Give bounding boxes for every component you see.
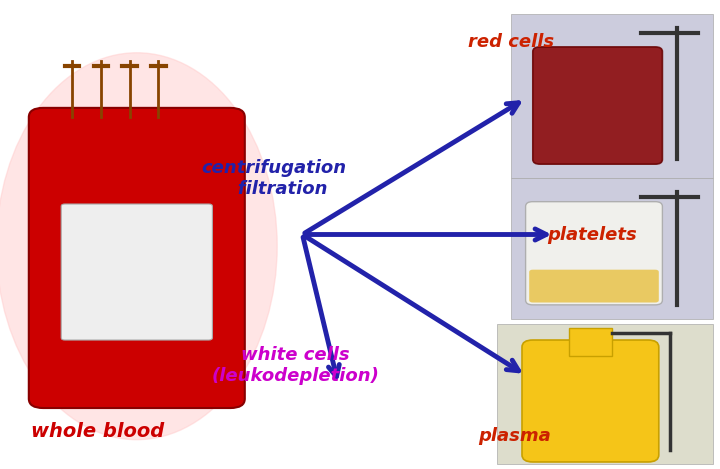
Text: platelets: platelets [547,226,637,243]
Bar [497,324,713,464]
Text: centrifugation
   filtration: centrifugation filtration [201,159,346,197]
Bar [511,178,713,319]
FancyBboxPatch shape [29,108,245,408]
Bar [569,328,612,356]
Text: white cells
(leukodepletion): white cells (leukodepletion) [211,347,379,385]
FancyBboxPatch shape [529,270,659,303]
FancyBboxPatch shape [61,204,212,340]
Text: whole blood: whole blood [30,422,164,441]
Text: plasma: plasma [478,427,552,445]
Text: red cells: red cells [468,33,554,51]
Ellipse shape [0,53,277,440]
Bar [511,14,713,178]
FancyBboxPatch shape [522,340,659,462]
FancyBboxPatch shape [526,202,662,305]
FancyBboxPatch shape [533,47,662,164]
